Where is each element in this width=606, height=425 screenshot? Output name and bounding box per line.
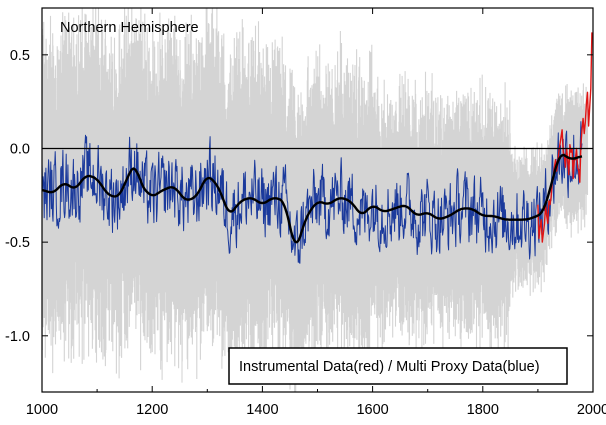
legend-text: Instrumental Data(red) / Multi Proxy Dat… [239, 359, 540, 375]
x-tick-label: 2000 [577, 402, 606, 418]
y-tick-label: 0.0 [10, 141, 30, 157]
y-tick-label: -0.5 [5, 235, 30, 251]
proxy-line [42, 121, 583, 264]
x-tick-label: 1800 [467, 402, 499, 418]
chart-title: Northern Hemisphere [60, 20, 199, 36]
x-axis: 1000 1200 1400 1600 1800 2000 [26, 8, 606, 418]
smoothed-series [42, 153, 583, 244]
y-tick-label: 0.5 [10, 48, 30, 64]
x-tick-label: 1400 [246, 402, 278, 418]
x-tick-label: 1600 [356, 402, 388, 418]
instrumental-line [537, 32, 593, 243]
y-tick-label: -1.0 [5, 329, 30, 345]
smoothed-line [42, 153, 583, 244]
x-tick-label: 1000 [26, 402, 58, 418]
proxy-series [42, 121, 583, 264]
legend-box: Instrumental Data(red) / Multi Proxy Dat… [228, 347, 568, 385]
instrumental-series [537, 32, 593, 243]
y-axis: 0.5 0.0 -0.5 -1.0 [5, 48, 593, 345]
x-tick-label: 1200 [136, 402, 168, 418]
